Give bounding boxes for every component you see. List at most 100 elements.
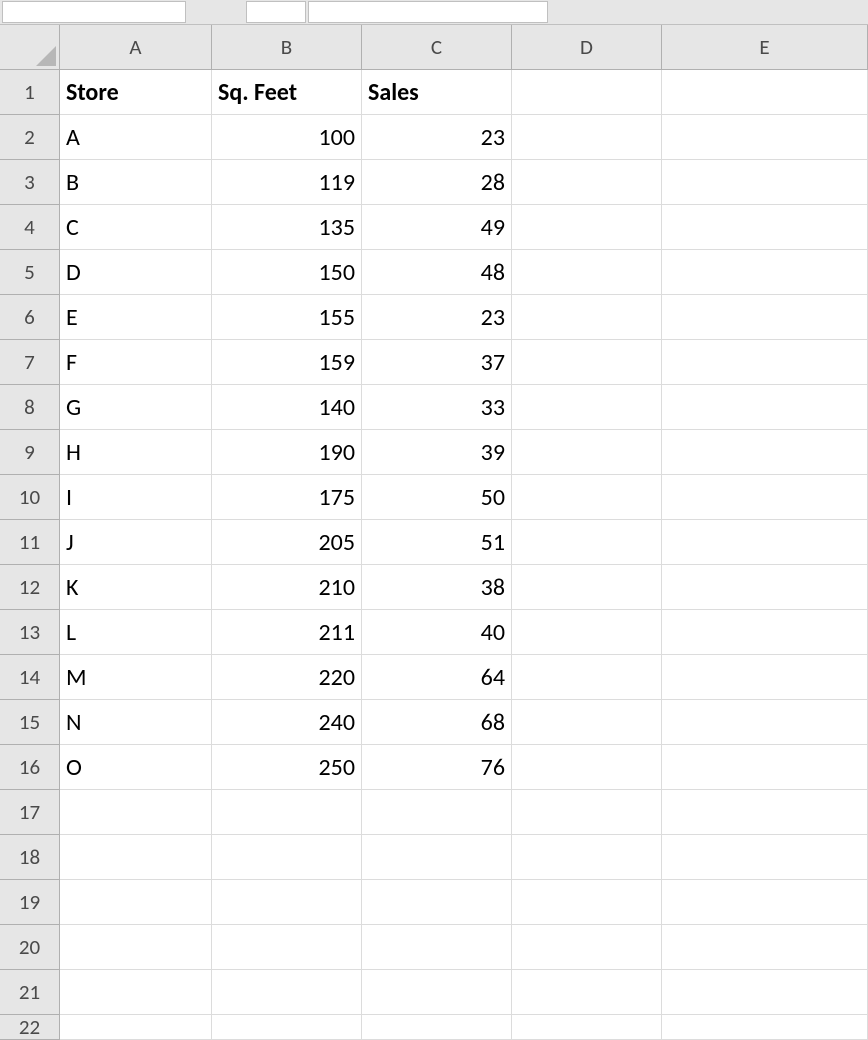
- row-header-10[interactable]: 10: [0, 475, 60, 520]
- cell-A8[interactable]: G: [60, 385, 212, 430]
- cell-A14[interactable]: M: [60, 655, 212, 700]
- name-box[interactable]: [2, 1, 186, 23]
- cell-D4[interactable]: [512, 205, 662, 250]
- cell-C7[interactable]: 37: [362, 340, 512, 385]
- cell-C13[interactable]: 40: [362, 610, 512, 655]
- cell-C22[interactable]: [362, 1015, 512, 1040]
- cell-D2[interactable]: [512, 115, 662, 160]
- row-header-9[interactable]: 9: [0, 430, 60, 475]
- col-header-C[interactable]: C: [362, 25, 512, 70]
- cell-A13[interactable]: L: [60, 610, 212, 655]
- fx-button-area[interactable]: [246, 1, 306, 23]
- cell-A5[interactable]: D: [60, 250, 212, 295]
- cell-B14[interactable]: 220: [212, 655, 362, 700]
- cell-B11[interactable]: 205: [212, 520, 362, 565]
- cell-B17[interactable]: [212, 790, 362, 835]
- cell-D3[interactable]: [512, 160, 662, 205]
- col-header-B[interactable]: B: [212, 25, 362, 70]
- cell-C1[interactable]: Sales: [362, 70, 512, 115]
- cell-C14[interactable]: 64: [362, 655, 512, 700]
- cell-B16[interactable]: 250: [212, 745, 362, 790]
- cell-B20[interactable]: [212, 925, 362, 970]
- cell-C20[interactable]: [362, 925, 512, 970]
- cell-A7[interactable]: F: [60, 340, 212, 385]
- row-header-20[interactable]: 20: [0, 925, 60, 970]
- row-header-6[interactable]: 6: [0, 295, 60, 340]
- row-header-11[interactable]: 11: [0, 520, 60, 565]
- cell-B10[interactable]: 175: [212, 475, 362, 520]
- cell-E7[interactable]: [662, 340, 868, 385]
- cell-D8[interactable]: [512, 385, 662, 430]
- row-header-12[interactable]: 12: [0, 565, 60, 610]
- cell-E19[interactable]: [662, 880, 868, 925]
- cell-E8[interactable]: [662, 385, 868, 430]
- cell-A11[interactable]: J: [60, 520, 212, 565]
- cell-B6[interactable]: 155: [212, 295, 362, 340]
- cell-D21[interactable]: [512, 970, 662, 1015]
- row-header-15[interactable]: 15: [0, 700, 60, 745]
- cell-C18[interactable]: [362, 835, 512, 880]
- cell-B7[interactable]: 159: [212, 340, 362, 385]
- cell-B22[interactable]: [212, 1015, 362, 1040]
- cell-E10[interactable]: [662, 475, 868, 520]
- cell-D1[interactable]: [512, 70, 662, 115]
- row-header-19[interactable]: 19: [0, 880, 60, 925]
- row-header-21[interactable]: 21: [0, 970, 60, 1015]
- row-header-14[interactable]: 14: [0, 655, 60, 700]
- cell-D17[interactable]: [512, 790, 662, 835]
- cell-D12[interactable]: [512, 565, 662, 610]
- cell-A21[interactable]: [60, 970, 212, 1015]
- cell-A20[interactable]: [60, 925, 212, 970]
- cell-A12[interactable]: K: [60, 565, 212, 610]
- cell-B12[interactable]: 210: [212, 565, 362, 610]
- cell-E9[interactable]: [662, 430, 868, 475]
- cell-C21[interactable]: [362, 970, 512, 1015]
- cell-A15[interactable]: N: [60, 700, 212, 745]
- cell-B15[interactable]: 240: [212, 700, 362, 745]
- cell-B8[interactable]: 140: [212, 385, 362, 430]
- cell-A17[interactable]: [60, 790, 212, 835]
- cell-C3[interactable]: 28: [362, 160, 512, 205]
- cell-C11[interactable]: 51: [362, 520, 512, 565]
- cell-D13[interactable]: [512, 610, 662, 655]
- cell-C17[interactable]: [362, 790, 512, 835]
- cell-E5[interactable]: [662, 250, 868, 295]
- row-header-7[interactable]: 7: [0, 340, 60, 385]
- cell-C4[interactable]: 49: [362, 205, 512, 250]
- cell-A6[interactable]: E: [60, 295, 212, 340]
- cell-A16[interactable]: O: [60, 745, 212, 790]
- cell-D19[interactable]: [512, 880, 662, 925]
- cell-D6[interactable]: [512, 295, 662, 340]
- cell-D11[interactable]: [512, 520, 662, 565]
- col-header-A[interactable]: A: [60, 25, 212, 70]
- cell-A19[interactable]: [60, 880, 212, 925]
- cell-E22[interactable]: [662, 1015, 868, 1040]
- formula-input[interactable]: [308, 1, 548, 23]
- cell-B9[interactable]: 190: [212, 430, 362, 475]
- cell-A4[interactable]: C: [60, 205, 212, 250]
- cell-C12[interactable]: 38: [362, 565, 512, 610]
- cell-E14[interactable]: [662, 655, 868, 700]
- cell-C19[interactable]: [362, 880, 512, 925]
- cell-C5[interactable]: 48: [362, 250, 512, 295]
- cell-D9[interactable]: [512, 430, 662, 475]
- cell-B19[interactable]: [212, 880, 362, 925]
- cell-A9[interactable]: H: [60, 430, 212, 475]
- cell-C6[interactable]: 23: [362, 295, 512, 340]
- cell-D18[interactable]: [512, 835, 662, 880]
- row-header-22[interactable]: 22: [0, 1015, 60, 1040]
- row-header-17[interactable]: 17: [0, 790, 60, 835]
- cell-B18[interactable]: [212, 835, 362, 880]
- cell-A10[interactable]: I: [60, 475, 212, 520]
- cell-E1[interactable]: [662, 70, 868, 115]
- cell-E21[interactable]: [662, 970, 868, 1015]
- cell-A3[interactable]: B: [60, 160, 212, 205]
- cell-E20[interactable]: [662, 925, 868, 970]
- cell-B4[interactable]: 135: [212, 205, 362, 250]
- cell-B5[interactable]: 150: [212, 250, 362, 295]
- cell-B13[interactable]: 211: [212, 610, 362, 655]
- cell-C16[interactable]: 76: [362, 745, 512, 790]
- cell-E3[interactable]: [662, 160, 868, 205]
- cell-A2[interactable]: A: [60, 115, 212, 160]
- cell-C10[interactable]: 50: [362, 475, 512, 520]
